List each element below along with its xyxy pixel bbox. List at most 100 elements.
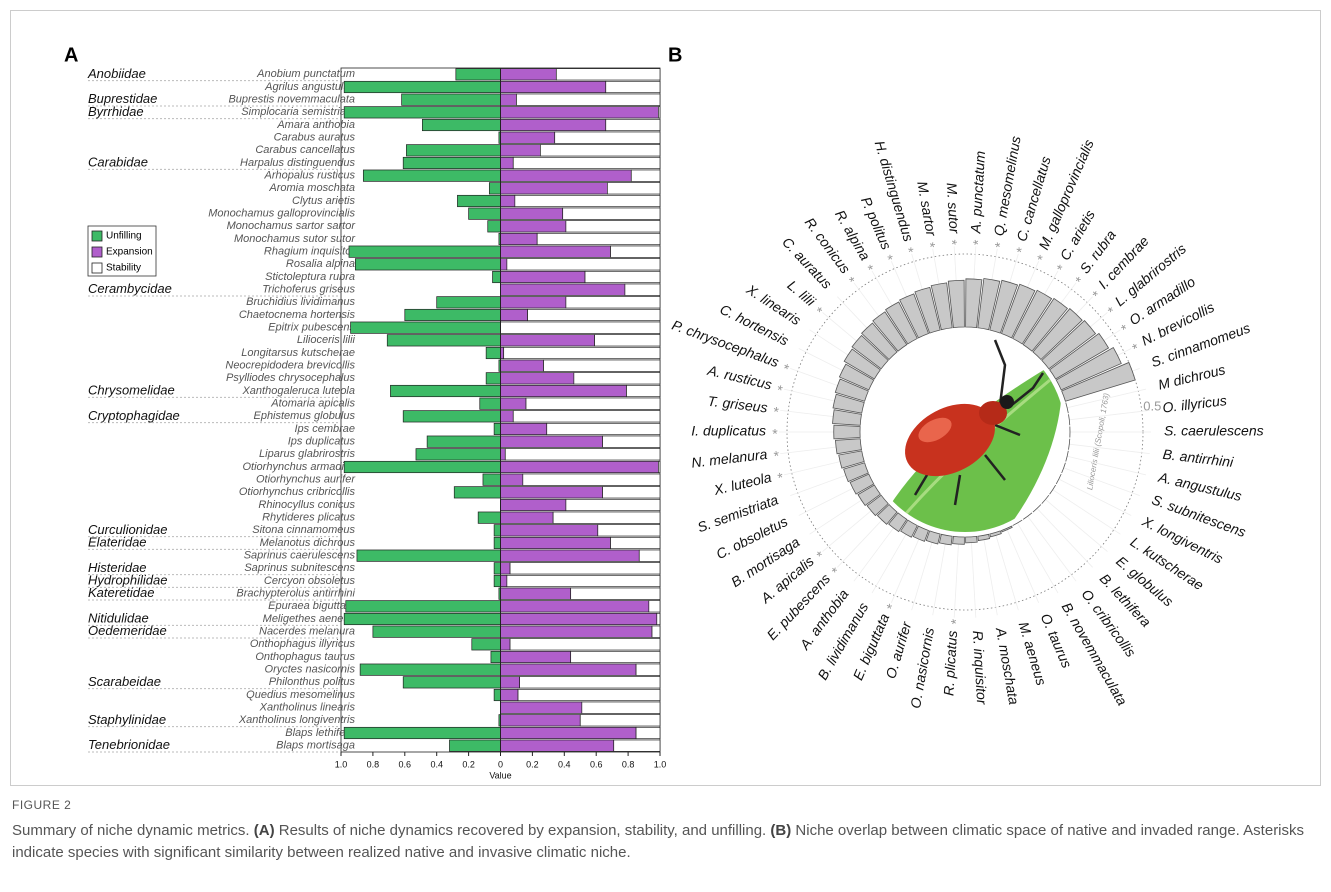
radial-guide: [1067, 455, 1147, 476]
figure: A B Lilioceris lilii (Scopoli, 1763) Ano…: [10, 10, 1321, 786]
bar-expansion: [500, 486, 603, 499]
bar-unfilling: [457, 194, 501, 208]
bar-stability: [579, 714, 661, 727]
bar: [1012, 289, 1053, 345]
species-label: Trichoferus griseus: [262, 284, 355, 296]
bar-expansion: [500, 194, 516, 208]
bar-stability: [546, 422, 661, 436]
significance-marker: *: [1033, 252, 1050, 264]
bar-expansion: [500, 131, 556, 144]
bar-expansion: [500, 676, 520, 689]
species-label: M. sartor: [914, 180, 940, 238]
family-label: Nitidulidae: [88, 610, 149, 625]
bar: [866, 494, 889, 517]
bar-expansion: [500, 587, 572, 600]
radial-guide: [1069, 410, 1150, 421]
caption-segment: (B): [770, 822, 792, 839]
x-tick-label: 1.0: [654, 759, 667, 769]
bar-expansion: [500, 498, 567, 512]
species-label: Monochamus sartor sartor: [227, 220, 357, 232]
species-label: Philonthus politus: [269, 676, 356, 688]
bar-stability: [610, 245, 661, 258]
species-label: Atomaria apicalis: [270, 398, 355, 410]
species-label: Epuraea biguttata: [268, 600, 355, 612]
bar: [832, 409, 862, 426]
bar-expansion: [500, 600, 650, 613]
species-label: Monochamus galloprovincialis: [208, 208, 355, 220]
bar-unfilling: [350, 321, 501, 334]
bar-stability: [554, 131, 661, 144]
significance-marker: *: [775, 381, 785, 398]
species-label: Xanthogaleruca luteola: [241, 385, 355, 397]
species-label: Agrilus angustulus: [264, 81, 355, 93]
bar-unfilling: [488, 182, 501, 195]
species-label: Harpalus distinguendus: [240, 157, 355, 169]
bar-stability: [651, 625, 661, 638]
legend-swatch: [91, 262, 103, 274]
bar-stability: [610, 536, 661, 550]
species-label: Clytus arietis: [292, 195, 355, 207]
family-label: Carabidae: [88, 154, 148, 169]
species-label: Ips cembrae: [294, 423, 355, 435]
radial-guide: [1067, 388, 1147, 409]
bar-expansion: [500, 68, 557, 81]
bar-stability: [658, 460, 661, 474]
x-tick-label: 0.8: [622, 759, 635, 769]
bar-stability: [506, 574, 661, 588]
bar-unfilling: [426, 435, 501, 448]
bar: [1000, 283, 1036, 339]
species-label: Neocrepidodera brevicollis: [225, 360, 355, 372]
significance-marker: *: [970, 239, 986, 246]
bar-stability: [565, 220, 661, 233]
species-label: Oryctes nasicornis: [265, 664, 356, 676]
bar-unfilling: [493, 524, 501, 537]
family-label: Hydrophilidae: [88, 572, 168, 587]
bar: [861, 322, 898, 361]
bar-stability: [562, 207, 661, 220]
family-label: Chrysomelidae: [88, 382, 175, 397]
bar-stability: [543, 359, 661, 372]
bar-stability: [573, 372, 661, 385]
bar-unfilling: [493, 422, 501, 436]
x-tick-label: 1.0: [335, 759, 348, 769]
significance-marker: *: [813, 547, 828, 563]
bar-expansion: [500, 397, 527, 410]
significance-marker: *: [1089, 287, 1105, 302]
bar-unfilling: [343, 80, 501, 94]
species-label: Lilioceris lilii: [297, 334, 356, 346]
species-label: Blaps lethifera: [285, 727, 355, 739]
species-label: Melanotus dichrous: [260, 537, 356, 549]
bar: [884, 301, 918, 345]
bar-unfilling: [406, 144, 501, 157]
bar-unfilling: [390, 384, 501, 398]
bar-stability: [552, 511, 661, 524]
bar-unfilling: [343, 612, 501, 626]
species-label: Rhytideres plicatus: [262, 512, 355, 524]
bar-unfilling: [477, 511, 501, 524]
x-tick-label: 0.4: [430, 759, 443, 769]
bar-expansion: [500, 258, 508, 271]
species-label: Brachypterolus antirrhini: [236, 588, 355, 600]
bar-stability: [512, 156, 661, 170]
significance-marker: *: [948, 618, 964, 625]
species-label: Carabus auratus: [274, 132, 356, 144]
bar-unfilling: [401, 93, 501, 106]
bar-stability: [658, 106, 661, 119]
bar-unfilling: [455, 68, 501, 81]
bar-expansion: [500, 688, 519, 702]
species-label: Saprinus caerulescens: [244, 550, 356, 562]
bar-expansion: [500, 118, 607, 132]
bar: [1068, 414, 1071, 426]
species-label: R. inquisitor: [970, 630, 990, 706]
significance-marker: *: [828, 563, 844, 578]
bar-stability: [512, 410, 661, 423]
bar-expansion: [500, 106, 659, 119]
species-label: Otiorhynchus cribricollis: [239, 486, 356, 498]
bar-unfilling: [402, 410, 501, 423]
bar: [989, 279, 1019, 334]
bar-unfilling: [453, 486, 501, 499]
species-label: Xantholinus linearis: [259, 702, 356, 714]
r-tick-label: 0.5: [1143, 398, 1161, 413]
bar: [876, 503, 898, 525]
bar-expansion: [500, 524, 599, 537]
